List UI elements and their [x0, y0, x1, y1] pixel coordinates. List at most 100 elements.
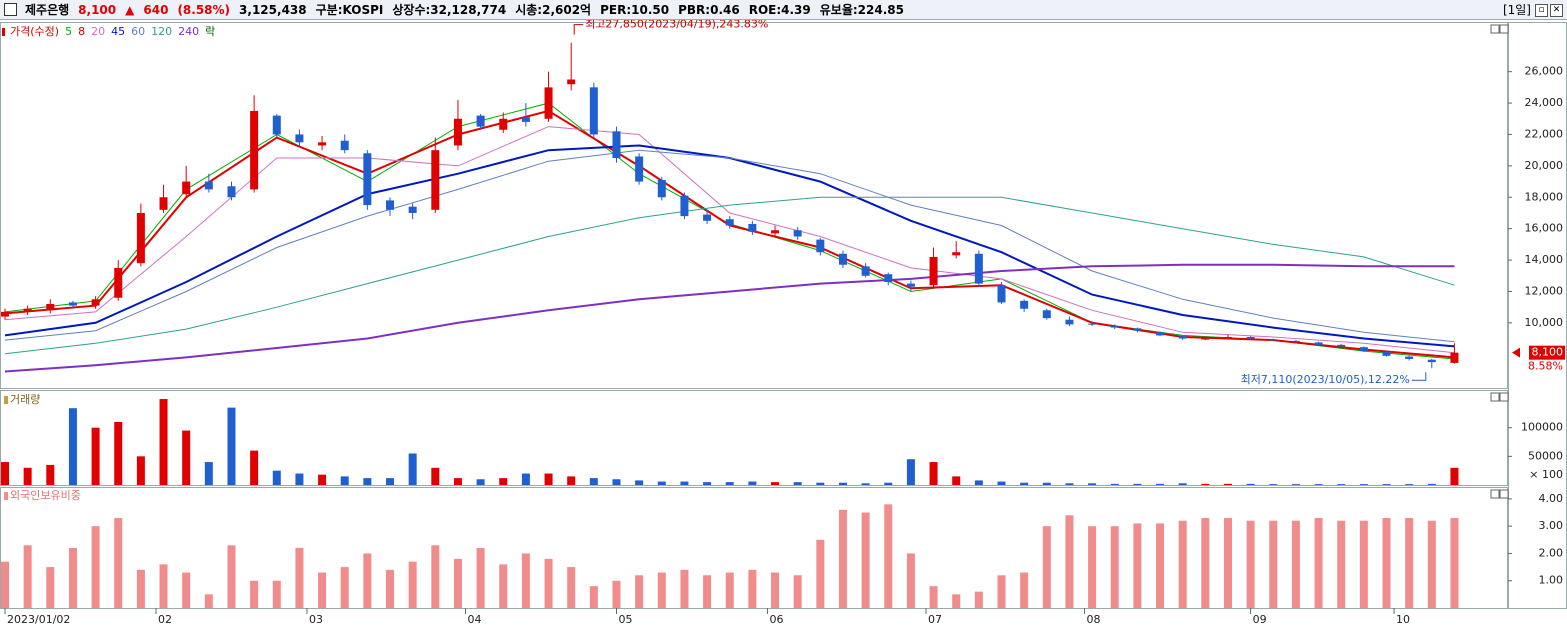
bar [1042, 526, 1051, 608]
y-tick-label: 16,000 [1525, 222, 1564, 235]
bar [974, 591, 983, 608]
legend-entry: 가격(수정) [10, 25, 59, 38]
bar [703, 575, 712, 608]
bar [182, 430, 191, 485]
panel-buttons [1490, 24, 1509, 499]
bar [974, 480, 983, 485]
y-tick-label: 18,000 [1525, 190, 1564, 203]
period[interactable]: [1일] [1502, 3, 1531, 17]
y-tick-label: 100000 [1521, 421, 1563, 434]
bar [1291, 520, 1300, 608]
candle-body [816, 239, 825, 253]
bar [1020, 482, 1029, 485]
bar [861, 512, 870, 608]
candle-body [1156, 332, 1165, 336]
candle-body [703, 214, 712, 221]
bar [408, 561, 417, 608]
price-panel [0, 22, 1508, 389]
bar [1156, 483, 1165, 485]
volume-icon [4, 396, 8, 404]
header-item: 3,125,438 [239, 2, 307, 17]
y-tick-label: 1.00 [1539, 574, 1564, 587]
bar [408, 453, 417, 485]
candle-body [680, 195, 689, 217]
bar [91, 526, 100, 608]
candle-body [1133, 328, 1142, 331]
candle-body [68, 302, 77, 306]
bar [431, 545, 440, 608]
candle-body [657, 179, 666, 198]
bar [476, 548, 485, 608]
bar [1065, 515, 1074, 608]
candle-body [906, 283, 915, 287]
checkbox[interactable] [4, 3, 17, 16]
bar [1382, 484, 1391, 485]
bar [1042, 482, 1051, 485]
header-item: 8,100 [78, 2, 117, 17]
candle-body [1337, 344, 1346, 347]
candle-body [453, 118, 462, 146]
candle-body [635, 156, 644, 182]
legend-entry: 120 [151, 25, 172, 38]
bar [816, 482, 825, 485]
bar [1088, 483, 1097, 485]
bar [23, 545, 32, 608]
bar [1088, 526, 1097, 608]
header-item: PER:10.50 [600, 2, 670, 17]
y-tick-label: 4.00 [1539, 492, 1564, 505]
bar [1178, 520, 1187, 608]
bar [1110, 526, 1119, 608]
foreign-title: 외국인보유비중 [10, 489, 81, 502]
candle-body [386, 200, 395, 210]
bar [318, 572, 327, 608]
close-button[interactable]: ✕ [1550, 4, 1563, 17]
x-tick-label: 2023/01/02 [7, 613, 70, 626]
bar [884, 504, 893, 608]
candle-body [272, 115, 281, 135]
candle-body [431, 150, 440, 210]
bar [1156, 523, 1165, 608]
candle-body [250, 110, 259, 190]
bar [1223, 483, 1232, 485]
bar [635, 575, 644, 608]
bar [1269, 484, 1278, 485]
bar [1405, 484, 1414, 485]
y-tick-label: 14,000 [1525, 253, 1564, 266]
candle-body [952, 252, 961, 256]
header-item: ROE:4.39 [748, 2, 811, 17]
last-price-label: 8,100 [1532, 346, 1564, 359]
bar [1314, 518, 1323, 608]
candle-body [544, 87, 553, 119]
bar [1, 462, 9, 485]
candle-body [725, 219, 734, 226]
candle-body [1269, 339, 1278, 341]
candle-body [521, 117, 530, 122]
candle-body [793, 230, 802, 237]
bar [816, 539, 825, 608]
x-tick-label: 02 [158, 613, 172, 626]
header-item: ▲ [125, 2, 135, 17]
bar [499, 564, 508, 608]
bar [952, 594, 961, 608]
header-bar: 제주은행 8,100 ▲ 640 (8.58%) 3,125,438 구분:KOSPI 상장수… [0, 0, 1567, 20]
bar [929, 586, 938, 608]
bar [114, 518, 123, 608]
bar [657, 481, 666, 485]
bar [952, 476, 961, 485]
y-tick-label: 26,000 [1525, 65, 1564, 78]
x-tick-label: 09 [1253, 613, 1267, 626]
candle-body [1246, 336, 1255, 339]
header-item: 유보율:224.85 [819, 3, 904, 17]
bar [567, 476, 576, 485]
restore-button[interactable]: ▫ [1535, 4, 1548, 17]
bar [204, 462, 213, 485]
candle-body [589, 87, 598, 135]
candle-body [408, 206, 417, 213]
bar [793, 575, 802, 608]
bar [1450, 467, 1459, 485]
bar [91, 427, 100, 485]
y-tick-label: 3.00 [1539, 519, 1564, 532]
candle-body [1088, 323, 1097, 325]
bar [521, 553, 530, 608]
bar [838, 509, 847, 608]
